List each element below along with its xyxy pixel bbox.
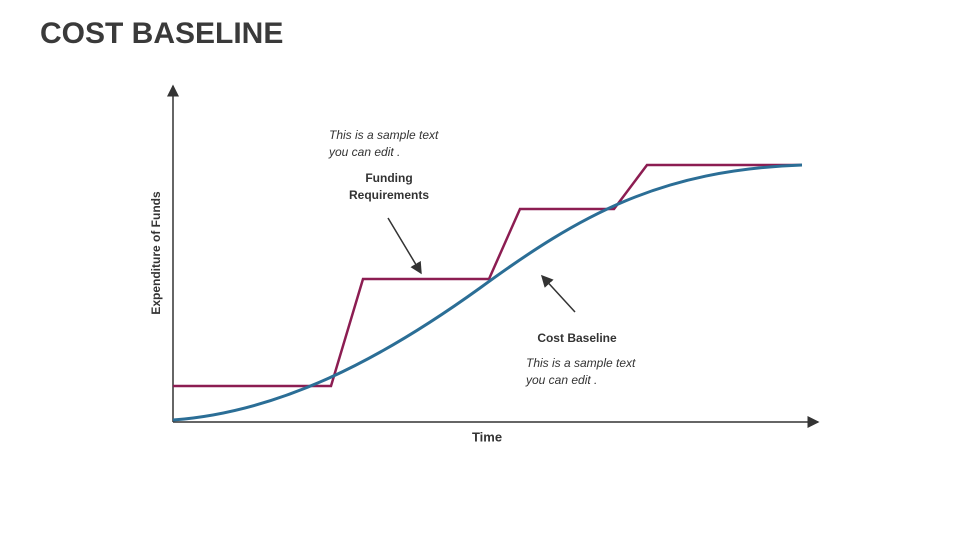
- x-axis-label: Time: [472, 429, 502, 444]
- note: you can edit .: [328, 145, 400, 159]
- label: Funding: [365, 171, 412, 185]
- note: This is a sample text: [526, 356, 636, 370]
- y-axis-label: Expenditure of Funds: [149, 191, 163, 315]
- note: This is a sample text: [329, 128, 439, 142]
- baseline-arrow: [540, 274, 576, 313]
- note: you can edit .: [525, 373, 597, 387]
- title: COST BASELINE: [40, 17, 283, 50]
- label: Requirements: [349, 188, 429, 202]
- funding-line: [173, 163, 802, 388]
- funding-arrow: [387, 217, 422, 275]
- cost-baseline-curve: [172, 163, 803, 422]
- label: Cost Baseline: [537, 331, 617, 345]
